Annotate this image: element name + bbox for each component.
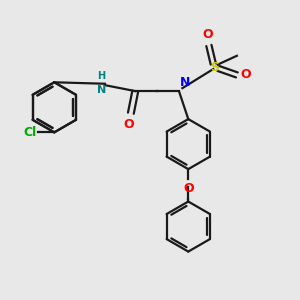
- Text: O: O: [241, 68, 251, 81]
- Text: S: S: [210, 61, 219, 74]
- Text: O: O: [183, 182, 194, 195]
- Text: N: N: [97, 85, 106, 94]
- Text: O: O: [123, 118, 134, 131]
- Text: Cl: Cl: [23, 126, 37, 139]
- Text: H: H: [98, 71, 106, 81]
- Text: O: O: [202, 28, 213, 41]
- Text: N: N: [180, 76, 191, 89]
